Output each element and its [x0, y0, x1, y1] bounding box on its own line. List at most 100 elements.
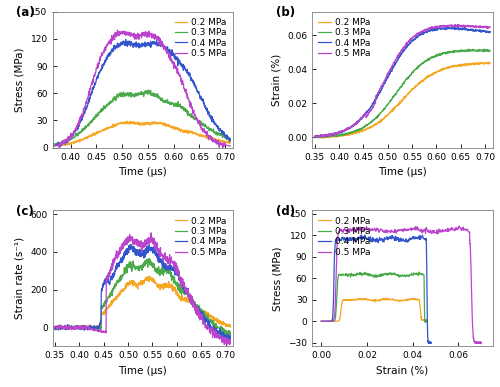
0.4 MPa — [312, 135, 318, 140]
0.4 MPa — [312, 135, 318, 139]
0.4 MPa — [203, 105, 209, 110]
0.5 MPa — [445, 24, 451, 28]
0.5 MPa — [226, 342, 232, 347]
0.5 MPa — [185, 287, 191, 291]
0.4 MPa — [50, 144, 56, 148]
0.4 MPa — [426, 340, 432, 345]
0.4 MPa — [154, 254, 160, 259]
0.5 MPa — [164, 259, 170, 264]
0.4 MPa — [185, 286, 191, 291]
0.4 MPa — [153, 41, 159, 45]
0.2 MPa — [204, 310, 210, 314]
0.5 MPa — [52, 325, 58, 329]
0.3 MPa — [422, 319, 428, 324]
0.5 MPa — [318, 319, 324, 324]
0.4 MPa — [158, 259, 164, 263]
0.4 MPa — [445, 26, 451, 30]
0.4 MPa — [425, 336, 431, 341]
0.4 MPa — [163, 48, 169, 52]
0.2 MPa — [60, 142, 66, 147]
0.2 MPa — [486, 60, 492, 65]
0.2 MPa — [487, 61, 493, 65]
0.3 MPa — [145, 88, 151, 92]
Legend: 0.2 MPa, 0.3 MPa, 0.4 MPa, 0.5 MPa: 0.2 MPa, 0.3 MPa, 0.4 MPa, 0.5 MPa — [316, 215, 372, 259]
0.2 MPa — [420, 318, 426, 322]
0.3 MPa — [203, 314, 209, 319]
0.3 MPa — [203, 123, 209, 128]
Legend: 0.2 MPa, 0.3 MPa, 0.4 MPa, 0.5 MPa: 0.2 MPa, 0.3 MPa, 0.4 MPa, 0.5 MPa — [173, 16, 229, 60]
0.5 MPa — [478, 340, 484, 345]
0.2 MPa — [312, 135, 318, 139]
0.2 MPa — [159, 285, 165, 290]
0.5 MPa — [470, 336, 476, 341]
Line: 0.5 MPa: 0.5 MPa — [322, 226, 481, 344]
0.2 MPa — [418, 311, 424, 316]
0.4 MPa — [424, 301, 430, 306]
0.4 MPa — [228, 334, 234, 338]
0.4 MPa — [418, 33, 424, 37]
Line: 0.4 MPa: 0.4 MPa — [52, 39, 231, 147]
Line: 0.3 MPa: 0.3 MPa — [314, 49, 490, 138]
Y-axis label: Strain (%): Strain (%) — [272, 53, 281, 106]
Line: 0.5 MPa: 0.5 MPa — [314, 24, 490, 138]
0.5 MPa — [148, 231, 154, 235]
0.2 MPa — [408, 297, 414, 302]
0.5 MPa — [114, 27, 120, 32]
0.2 MPa — [147, 274, 153, 279]
0.5 MPa — [414, 31, 420, 36]
0.2 MPa — [419, 317, 425, 322]
0.3 MPa — [164, 271, 170, 275]
0.2 MPa — [424, 74, 430, 79]
0.5 MPa — [456, 224, 462, 228]
0.4 MPa — [185, 71, 191, 75]
0.5 MPa — [424, 27, 430, 32]
Line: 0.3 MPa: 0.3 MPa — [55, 259, 231, 336]
0.4 MPa — [203, 319, 209, 324]
0.5 MPa — [203, 324, 209, 328]
0.5 MPa — [50, 144, 56, 149]
0.2 MPa — [228, 325, 234, 330]
0.2 MPa — [164, 284, 170, 289]
0.2 MPa — [424, 318, 430, 322]
0.2 MPa — [418, 79, 424, 84]
0.5 MPa — [154, 245, 160, 250]
0.3 MPa — [153, 92, 159, 97]
0.2 MPa — [445, 66, 451, 71]
0.5 MPa — [452, 22, 458, 27]
0.2 MPa — [228, 140, 234, 145]
0.4 MPa — [372, 237, 378, 241]
0.2 MPa — [63, 326, 69, 330]
0.3 MPa — [158, 267, 164, 272]
0.3 MPa — [228, 137, 234, 142]
0.5 MPa — [184, 94, 190, 98]
Line: 0.5 MPa: 0.5 MPa — [52, 30, 231, 148]
0.4 MPa — [414, 236, 420, 240]
0.2 MPa — [124, 119, 130, 123]
X-axis label: Time (μs): Time (μs) — [378, 167, 426, 177]
Line: 0.4 MPa: 0.4 MPa — [322, 235, 431, 344]
0.5 MPa — [153, 36, 159, 40]
0.3 MPa — [463, 48, 469, 53]
Y-axis label: Stress (MPa): Stress (MPa) — [273, 246, 283, 311]
0.4 MPa — [356, 237, 362, 241]
0.3 MPa — [354, 271, 360, 276]
0.3 MPa — [414, 66, 420, 71]
0.5 MPa — [418, 29, 424, 34]
0.3 MPa — [52, 143, 59, 147]
0.4 MPa — [322, 133, 328, 137]
Legend: 0.2 MPa, 0.3 MPa, 0.4 MPa, 0.5 MPa: 0.2 MPa, 0.3 MPa, 0.4 MPa, 0.5 MPa — [173, 215, 229, 259]
0.2 MPa — [369, 298, 375, 303]
0.3 MPa — [371, 274, 377, 279]
0.2 MPa — [203, 136, 209, 140]
0.3 MPa — [50, 143, 56, 147]
0.4 MPa — [164, 267, 170, 272]
0.3 MPa — [318, 319, 324, 324]
0.5 MPa — [203, 132, 209, 136]
X-axis label: Time (μs): Time (μs) — [118, 366, 167, 376]
0.3 MPa — [163, 99, 169, 104]
0.5 MPa — [472, 340, 478, 345]
0.2 MPa — [414, 84, 420, 88]
Line: 0.5 MPa: 0.5 MPa — [55, 233, 231, 345]
0.4 MPa — [424, 30, 430, 34]
0.3 MPa — [424, 319, 430, 324]
